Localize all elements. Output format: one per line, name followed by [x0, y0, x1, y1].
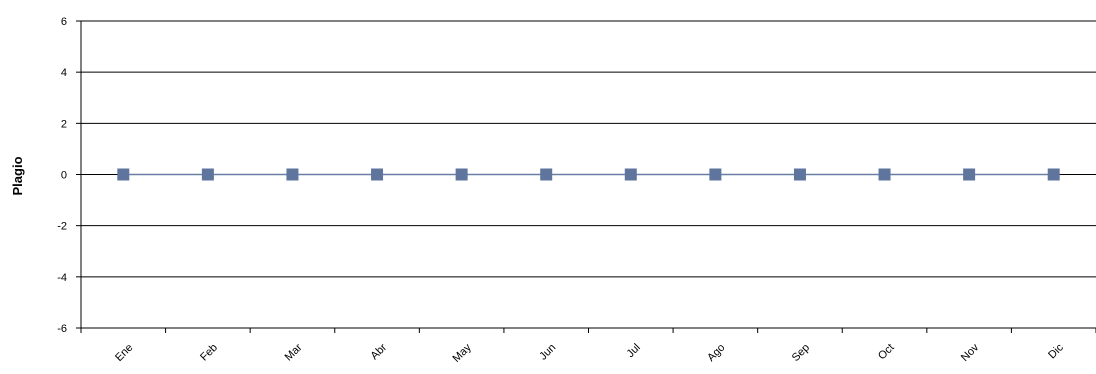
y-tick-label: -6: [57, 323, 67, 335]
y-tick-label: 4: [61, 67, 67, 79]
data-point: [1047, 168, 1060, 181]
x-tick-label: Jul: [624, 342, 642, 360]
data-point: [540, 168, 553, 181]
data-point: [117, 168, 130, 181]
data-point: [286, 168, 299, 181]
x-tick-label: Mar: [283, 341, 305, 363]
axes: [76, 20, 1096, 333]
x-tick-label: Dic: [1046, 341, 1066, 361]
data-point: [624, 168, 637, 181]
y-tick-label: 0: [61, 170, 67, 182]
data-point: [455, 168, 468, 181]
x-tick-label: Ago: [705, 342, 727, 364]
x-tick-label: Sep: [790, 342, 812, 364]
data-point: [963, 168, 976, 181]
y-tick-label: 6: [61, 16, 67, 28]
data-point: [793, 168, 806, 181]
data-point: [201, 168, 214, 181]
x-tick-label: Abr: [369, 341, 390, 362]
y-axis-label: Plagio: [10, 156, 25, 195]
x-tick-label: Nov: [959, 341, 982, 364]
x-tick-label: Ene: [113, 342, 135, 364]
x-tick-label: Jun: [537, 342, 558, 363]
y-tick-labels: 6 4 2 0 -2 -4 -6: [57, 16, 67, 335]
series: [117, 168, 1060, 181]
y-tick-label: -4: [57, 272, 67, 284]
x-tick-labels: Ene Feb Mar Abr May Jun Jul Ago Sep Oct Nov Dic: [113, 341, 1066, 365]
y-tick-label: 2: [61, 118, 67, 130]
y-tick-label: -2: [57, 221, 67, 233]
x-tick-label: Feb: [198, 342, 220, 364]
x-tick-label: May: [451, 341, 475, 365]
data-point: [709, 168, 722, 181]
x-tick-label: Oct: [876, 342, 897, 363]
data-point: [371, 168, 384, 181]
data-point: [878, 168, 891, 181]
